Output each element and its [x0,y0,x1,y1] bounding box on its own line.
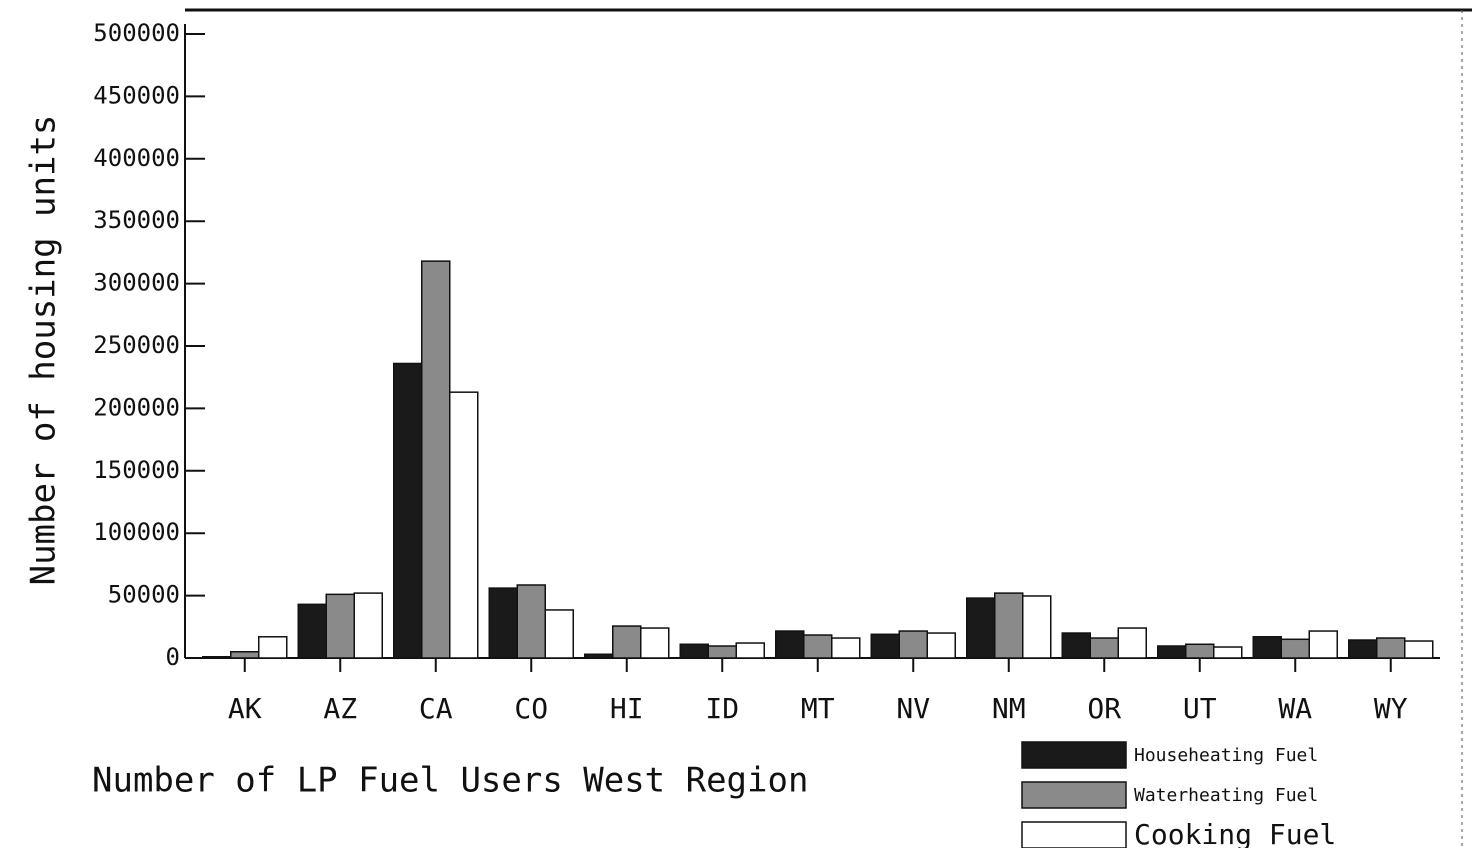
bar [1308,630,1338,659]
bar [584,653,614,659]
bar [1404,640,1434,659]
bar [1348,639,1378,659]
bar [707,645,737,659]
bar [898,630,928,659]
y-tick-label: 100000 [93,518,180,546]
legend-label: Waterheating Fuel [1134,785,1318,806]
y-tick-label: 150000 [93,456,180,484]
x-tick-label: OR [1087,692,1121,725]
bar [831,637,861,659]
bar [325,593,355,659]
y-axis-label: Number of housing units [24,115,64,586]
bar [297,603,327,659]
bar [735,642,765,659]
bar [449,391,479,659]
y-tick-label: 250000 [93,331,180,359]
x-tick-label: CO [514,692,548,725]
bar [775,630,805,659]
x-tick-label: MT [801,692,835,725]
legend-swatch [1021,781,1127,809]
bar [803,634,833,659]
bar [230,651,260,659]
x-tick-label: WY [1374,692,1408,725]
y-tick-label: 400000 [93,144,180,172]
y-tick-label: 50000 [108,581,180,609]
bar [966,597,996,659]
bar [353,592,383,659]
legend-swatch [1021,741,1127,769]
bar [421,260,451,659]
bar [1089,637,1119,659]
legend-swatch [1021,821,1127,848]
bar [1213,646,1243,659]
bar [679,643,709,659]
bar [516,584,546,659]
x-tick-label: NM [992,692,1026,725]
y-tick-label: 200000 [93,393,180,421]
x-tick-label: AZ [323,692,357,725]
bar [1117,627,1147,659]
legend-label: Cooking Fuel [1134,818,1336,848]
bar [926,632,956,659]
bar [1252,636,1282,659]
y-tick-label: 500000 [93,19,180,47]
x-tick-label: ID [705,692,739,725]
bar [1185,643,1215,659]
legend-label: Househeating Fuel [1134,745,1318,766]
bar [1061,632,1091,659]
bar [640,627,670,659]
bar [258,636,288,659]
bar [202,656,232,659]
x-tick-label: CA [419,692,453,725]
y-tick-label: 450000 [93,81,180,109]
y-tick-label: 300000 [93,269,180,297]
bar [870,633,900,659]
bar [1157,645,1187,659]
x-tick-label: NV [896,692,930,725]
x-tick-label: WA [1278,692,1312,725]
chart-title: Number of LP Fuel Users West Region [92,761,808,801]
x-tick-label: HI [610,692,644,725]
bar [612,625,642,659]
bar [488,587,518,659]
x-tick-label: AK [228,692,262,725]
y-tick-label: 350000 [93,206,180,234]
bar [1280,638,1310,659]
x-tick-label: UT [1183,692,1217,725]
bar [994,592,1024,659]
bar [1022,595,1052,659]
bar [1376,637,1406,659]
y-tick-label: 0 [166,643,180,671]
bar [544,609,574,659]
bar [393,362,423,659]
